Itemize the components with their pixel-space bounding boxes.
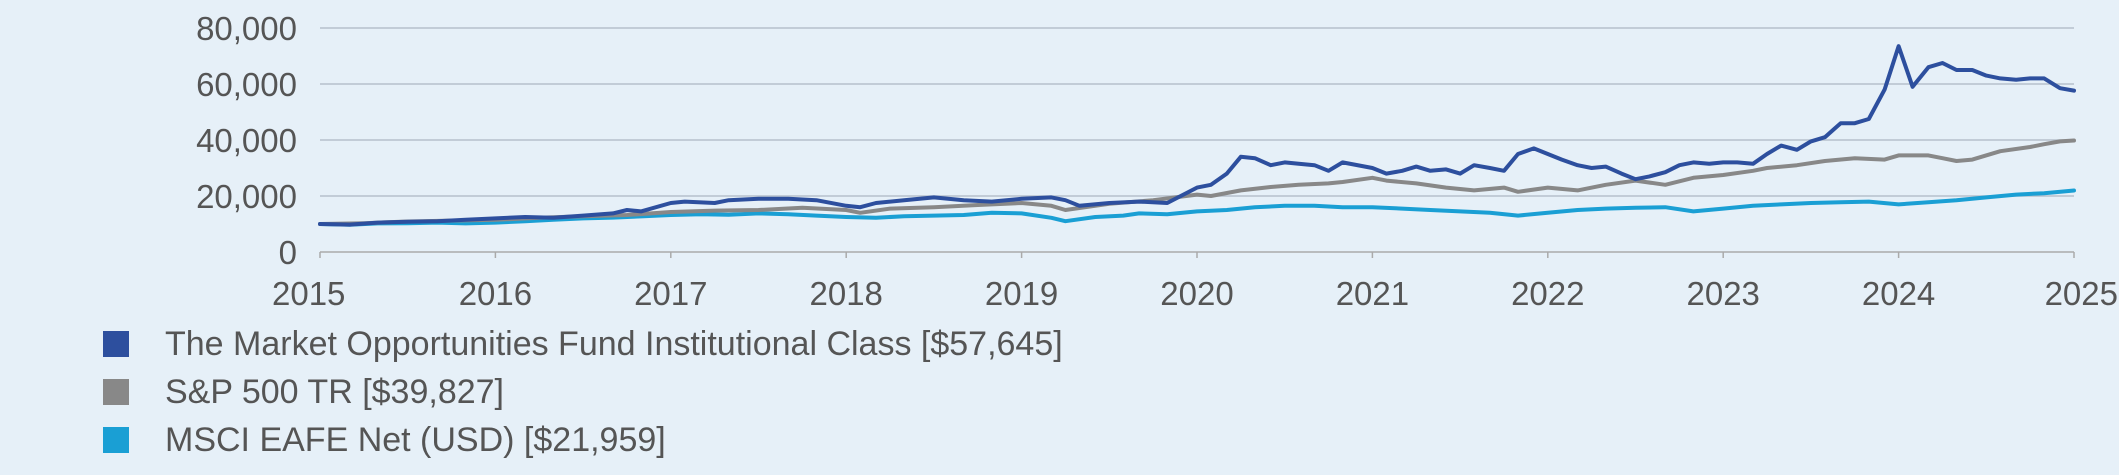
legend: The Market Opportunities Fund Institutio… [103, 320, 1063, 464]
gridlines [319, 27, 2075, 258]
x-tick-label: 2024 [1862, 275, 1935, 312]
legend-swatch-fund [103, 331, 129, 357]
x-tick-label: 2018 [809, 275, 882, 312]
x-tick-label: 2020 [1160, 275, 1233, 312]
y-axis-tick-labels: 0 20,000 40,000 60,000 80,000 [196, 10, 297, 271]
x-tick-label: 2022 [1511, 275, 1584, 312]
legend-swatch-sp500 [103, 379, 129, 405]
y-tick-label: 60,000 [196, 66, 297, 103]
x-tick-label: 2016 [459, 275, 532, 312]
legend-item-eafe: MSCI EAFE Net (USD) [$21,959] [103, 416, 1063, 464]
x-tick-label: 2021 [1336, 275, 1409, 312]
series-lines [318, 44, 2076, 227]
y-tick-label: 20,000 [196, 178, 297, 215]
series-line-eafe [318, 188, 2076, 227]
legend-item-sp500: S&P 500 TR [$39,827] [103, 368, 1063, 416]
x-axis-tick-labels: 2015 2016 2017 2018 2019 2020 2021 2022 2023 2024… [272, 275, 2118, 312]
legend-item-fund: The Market Opportunities Fund Institutio… [103, 320, 1063, 368]
legend-label-fund: The Market Opportunities Fund Institutio… [165, 324, 1063, 363]
x-tick-label: 2025 [2045, 275, 2118, 312]
x-tick-label: 2017 [634, 275, 707, 312]
y-tick-label: 80,000 [196, 10, 297, 47]
x-tick-label: 2019 [985, 275, 1058, 312]
x-tick-label: 2015 [272, 275, 345, 312]
x-tick-label: 2023 [1686, 275, 1759, 312]
legend-label-sp500: S&P 500 TR [$39,827] [165, 372, 504, 411]
y-tick-label: 0 [279, 234, 297, 271]
legend-label-eafe: MSCI EAFE Net (USD) [$21,959] [165, 420, 666, 459]
y-tick-label: 40,000 [196, 122, 297, 159]
legend-swatch-eafe [103, 427, 129, 453]
series-line-sp500 [318, 138, 2076, 226]
series-line-fund [318, 44, 2076, 227]
